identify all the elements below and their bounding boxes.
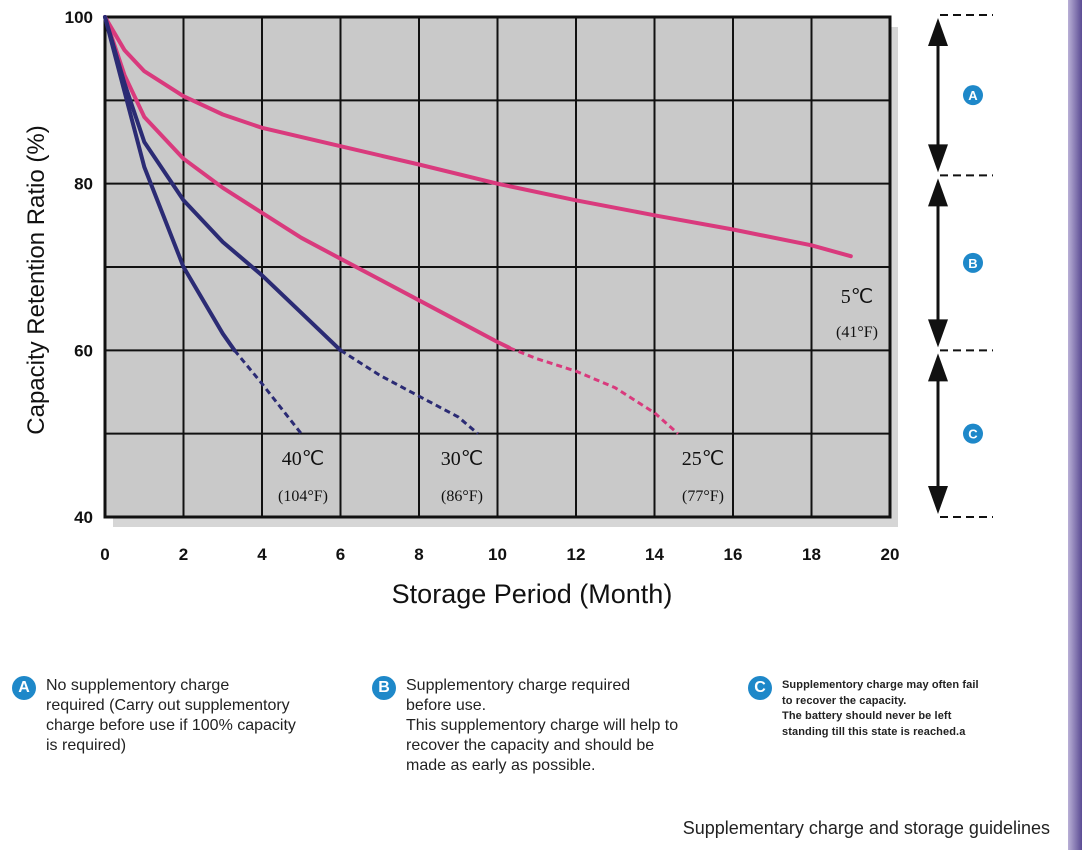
legend-c-text: Supplementory charge may often fail to r… bbox=[782, 678, 979, 740]
legend-a-text: No supplementory charge required (Carry … bbox=[46, 676, 296, 756]
zone-letter: B bbox=[968, 256, 977, 271]
x-tick-label: 20 bbox=[881, 545, 900, 564]
arrow-up-icon bbox=[928, 178, 948, 207]
legend-b-line: before use. bbox=[406, 697, 487, 714]
x-tick-label: 6 bbox=[336, 545, 345, 564]
legend-c-line: standing till this state is reached.a bbox=[782, 725, 966, 738]
zone-letter: A bbox=[968, 88, 978, 103]
legend-a-line: charge before use if 100% capacity bbox=[46, 717, 296, 734]
series-line bbox=[103, 15, 853, 259]
x-tick-label: 4 bbox=[257, 545, 267, 564]
legend-a-line: is required) bbox=[46, 737, 127, 754]
zone-letter: C bbox=[968, 427, 978, 442]
series-line-dashed bbox=[339, 349, 479, 435]
legend-a-line: No supplementory charge bbox=[46, 677, 230, 694]
series-temp-label: 30℃ bbox=[441, 448, 483, 470]
legend-b-line: This supplementory charge will help to bbox=[406, 717, 679, 734]
legend-c-line: The battery should never be left bbox=[782, 710, 952, 722]
y-tick-label: 100 bbox=[65, 8, 93, 27]
capacity-retention-chart: 0 2 4 6 8 10 12 14 16 18 20 40 60 80 100 5℃ (41°F) 25℃ (77… bbox=[23, 8, 993, 609]
x-tick-label: 0 bbox=[100, 545, 109, 564]
series-line bbox=[103, 15, 343, 353]
legend-c-line: to recover the capacity. bbox=[782, 694, 907, 707]
y-tick-label: 60 bbox=[74, 341, 93, 360]
page-right-border bbox=[1068, 0, 1082, 850]
x-tick-label: 12 bbox=[567, 545, 586, 564]
x-tick-label: 16 bbox=[724, 545, 743, 564]
series-temp-label: 5℃ bbox=[841, 286, 873, 308]
legend-b-text: Supplementory charge required before use… bbox=[406, 676, 678, 776]
arrow-down-icon bbox=[928, 486, 948, 514]
x-tick-label: 18 bbox=[802, 545, 821, 564]
x-tick-label: 2 bbox=[179, 545, 188, 564]
x-tick-label: 8 bbox=[414, 545, 423, 564]
chart-caption: Supplementary charge and storage guideli… bbox=[682, 818, 1050, 838]
series-line-dashed bbox=[233, 349, 303, 435]
x-tick-label: 10 bbox=[488, 545, 507, 564]
series-fahrenheit-label: (41°F) bbox=[836, 324, 878, 341]
legend-a-line: required (Carry out supplementory bbox=[46, 697, 290, 714]
legend-b-line: Supplementory charge required bbox=[406, 677, 631, 694]
y-tick-label: 40 bbox=[74, 508, 93, 527]
legend-b-line: made as early as possible. bbox=[406, 757, 596, 774]
y-tick-label: 80 bbox=[74, 175, 93, 194]
arrow-down-icon bbox=[928, 319, 948, 348]
series-fahrenheit-label: (86°F) bbox=[441, 488, 483, 505]
zone-badge-icon bbox=[963, 252, 983, 273]
series-temp-label: 25℃ bbox=[682, 448, 724, 470]
legend-c-line: Supplementory charge may often fail bbox=[782, 679, 979, 691]
arrow-up-icon bbox=[928, 18, 948, 46]
x-axis-title: Storage Period (Month) bbox=[392, 579, 673, 609]
arrow-up-icon bbox=[928, 353, 948, 382]
series-fahrenheit-label: (104°F) bbox=[278, 488, 328, 505]
zone-a-badge-icon: A bbox=[12, 676, 36, 700]
legend-b-line: recover the capacity and should be bbox=[406, 737, 655, 754]
series-line bbox=[103, 15, 237, 353]
plot-frame bbox=[103, 15, 892, 519]
zone-badge-icon bbox=[963, 423, 983, 444]
arrow-down-icon bbox=[928, 144, 948, 173]
series-line bbox=[103, 15, 512, 350]
zone-c-badge-icon: C bbox=[748, 676, 772, 700]
y-axis-title: Capacity Retention Ratio (%) bbox=[23, 125, 50, 434]
series-fahrenheit-label: (77°F) bbox=[682, 488, 724, 505]
series-temp-label: 40℃ bbox=[282, 448, 324, 470]
x-tick-label: 14 bbox=[645, 545, 664, 564]
zone-b-badge-icon: B bbox=[372, 676, 396, 700]
zone-badge-icon bbox=[963, 85, 983, 106]
series-line-dashed bbox=[508, 346, 679, 435]
